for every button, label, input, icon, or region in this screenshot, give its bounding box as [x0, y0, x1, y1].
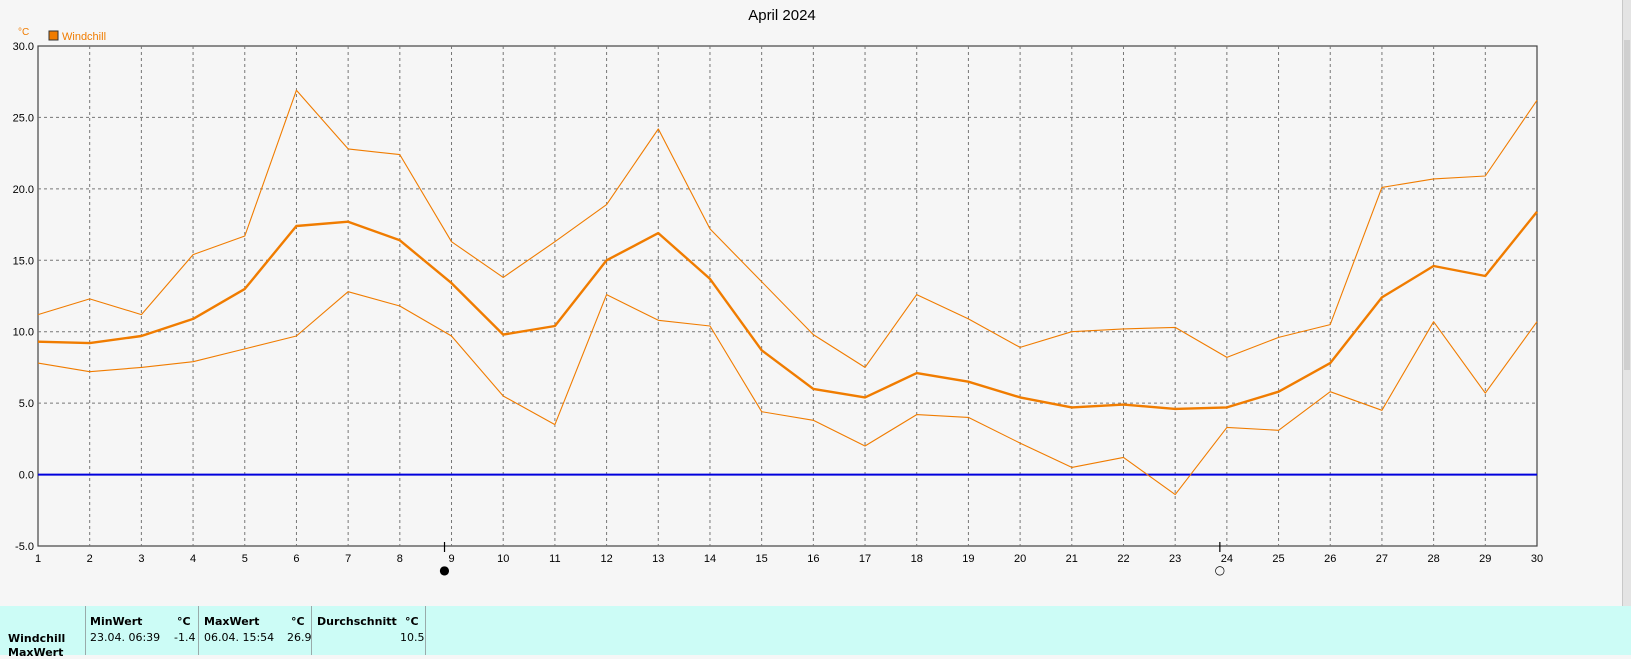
- separator: [311, 606, 312, 655]
- x-tick-label: 23: [1169, 553, 1181, 565]
- x-tick-labels: 1 2 3 4 5 6 7 8 9 10 11 12 13 14 15 16 17 18 19 20 21 22 23 24 2…: [35, 553, 1543, 565]
- y-tick-label: 0.0: [19, 470, 34, 482]
- series-line-min: [37, 291, 1538, 496]
- x-tick-label: 12: [600, 553, 612, 565]
- series-line-max: [37, 89, 1538, 368]
- x-tick-label: 8: [397, 553, 403, 565]
- x-tick-label: 25: [1272, 553, 1284, 565]
- x-tick-label: 15: [756, 553, 768, 565]
- y-tick-label: -5.0: [15, 541, 34, 553]
- y-tick-label: 25.0: [13, 112, 34, 124]
- x-tick-label: 7: [345, 553, 351, 565]
- y-tick-label: 30.0: [13, 41, 34, 53]
- stats-row-label-2: MaxWert: [8, 646, 64, 659]
- y-tick-label: 5.0: [19, 398, 34, 410]
- plot-area: [37, 45, 1538, 547]
- max-unit: °C: [291, 615, 305, 628]
- min-header: MinWert: [90, 615, 143, 628]
- grid-lines: [38, 46, 1537, 546]
- y-tick-label: 10.0: [13, 327, 34, 339]
- x-tick-label: 11: [549, 553, 560, 565]
- moon-phase-symbol: ○: [1215, 563, 1225, 577]
- x-tick-label: 2: [87, 553, 93, 565]
- x-tick-label: 3: [138, 553, 144, 565]
- x-tick-label: 19: [962, 553, 974, 565]
- x-tick-label: 24: [1221, 553, 1233, 565]
- x-tick-label: 9: [448, 553, 454, 565]
- max-value: 26.9: [287, 631, 312, 644]
- series-lines: [37, 89, 1538, 496]
- y-tick-label: 20.0: [13, 184, 34, 196]
- avg-unit: °C: [405, 615, 419, 628]
- x-tick-label: 16: [807, 553, 819, 565]
- moon-phase-markers: ● ○: [439, 542, 1225, 577]
- x-tick-label: 17: [859, 553, 871, 565]
- separator: [198, 606, 199, 655]
- x-tick-label: 13: [652, 553, 664, 565]
- x-tick-label: 14: [704, 553, 716, 565]
- x-tick-label: 28: [1427, 553, 1439, 565]
- x-tick-label: 1: [35, 553, 41, 565]
- x-tick-label: 10: [497, 553, 509, 565]
- avg-value: 10.5: [400, 631, 425, 644]
- x-tick-label: 22: [1117, 553, 1129, 565]
- statistics-panel: Windchill MaxWert MinWert °C 23.04. 06:3…: [0, 606, 1631, 659]
- separator: [425, 606, 426, 655]
- min-datetime: 23.04. 06:39: [90, 631, 161, 644]
- min-unit: °C: [177, 615, 191, 628]
- chart-title: April 2024: [748, 7, 816, 24]
- x-tick-label: 5: [242, 553, 248, 565]
- x-tick-label: 21: [1066, 553, 1078, 565]
- moon-phase-symbol: ●: [439, 563, 449, 577]
- x-tick-label: 27: [1376, 553, 1388, 565]
- windchill-chart: April 2024 °C Windchill -5.00.05.010.015…: [13, 7, 1544, 577]
- x-tick-label: 26: [1324, 553, 1336, 565]
- max-header: MaxWert: [204, 615, 260, 628]
- y-axis-unit: °C: [18, 27, 29, 38]
- x-tick-label: 6: [293, 553, 299, 565]
- x-tick-label: 30: [1531, 553, 1543, 565]
- min-value: -1.4: [174, 631, 196, 644]
- legend-swatch: [48, 30, 59, 41]
- x-tick-label: 18: [911, 553, 923, 565]
- x-tick-label: 29: [1479, 553, 1491, 565]
- avg-header: Durchschnitt: [317, 615, 397, 628]
- max-datetime: 06.04. 15:54: [204, 631, 275, 644]
- x-tick-label: 4: [190, 553, 196, 565]
- legend-label: Windchill: [62, 31, 106, 43]
- series-line-mean: [37, 210, 1538, 411]
- y-tick-label: 15.0: [13, 255, 34, 267]
- x-tick-label: 20: [1014, 553, 1026, 565]
- stats-row-label: Windchill: [8, 632, 66, 645]
- separator: [85, 606, 86, 655]
- scrollbar-thumb[interactable]: [1624, 40, 1630, 370]
- y-tick-labels: -5.0 0.0 5.0 10.0 15.0 20.0 25.0 30.0: [13, 41, 34, 553]
